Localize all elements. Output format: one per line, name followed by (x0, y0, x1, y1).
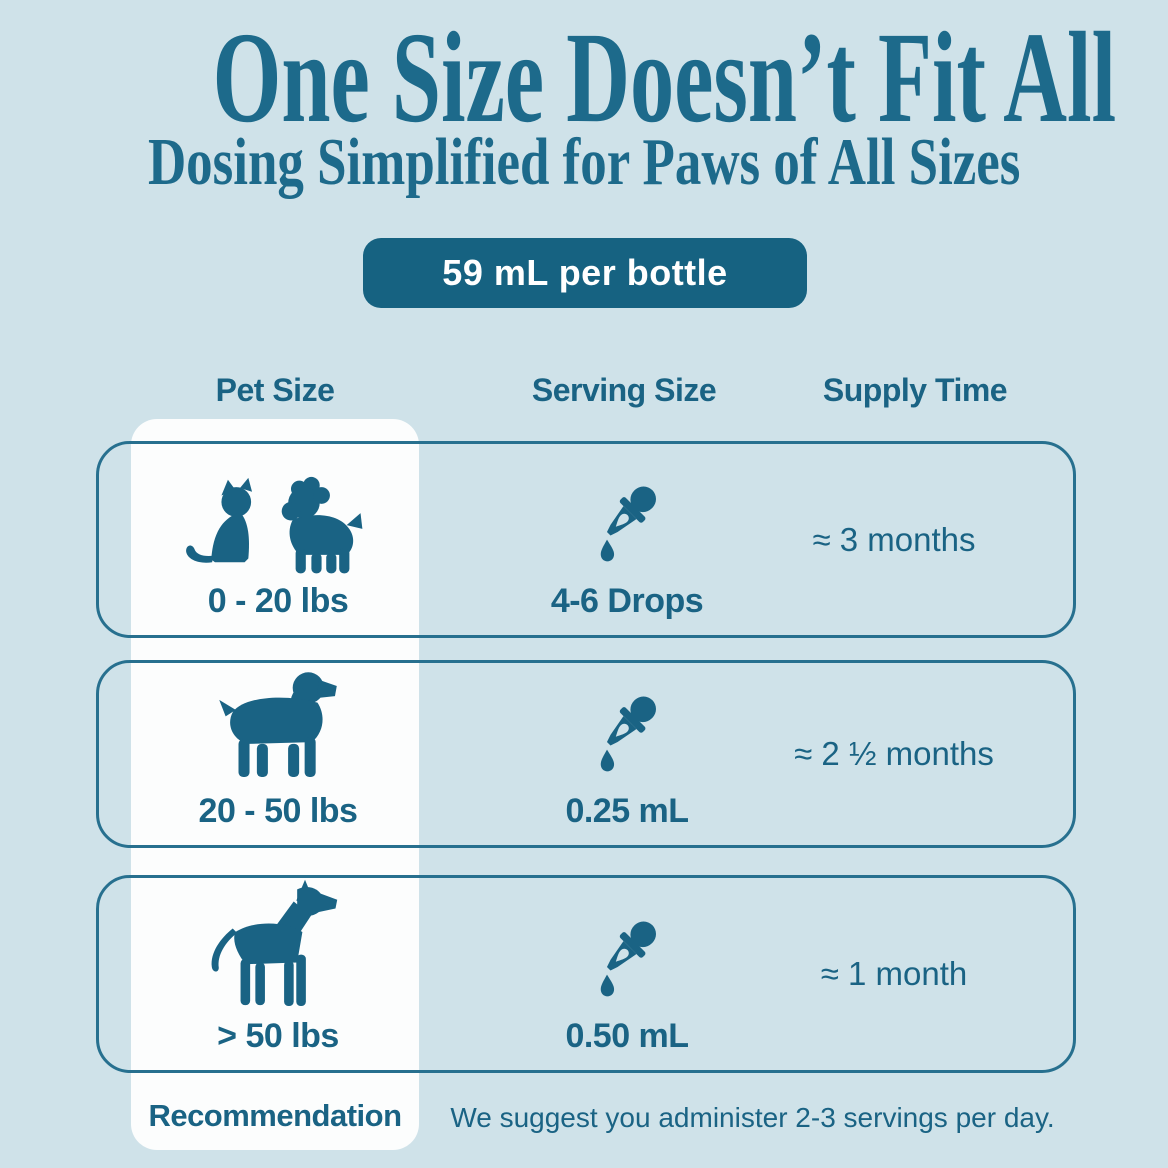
pet-size-label: 0 - 20 lbs (207, 582, 349, 620)
page-subtitle-wrap: Dosing Simplified for Paws of All Sizes (0, 125, 1168, 200)
supply-time-label: ≈ 1 month (820, 955, 968, 992)
cat-and-small-dog-icon (186, 476, 363, 574)
serving-size-cell: 0.25 mL (527, 663, 727, 845)
supply-time-cell: ≈ 1 month (749, 878, 1039, 1070)
supply-time-label: ≈ 3 months (812, 520, 976, 558)
recommendation-label: Recommendation (148, 1098, 402, 1133)
large-dog-icon (211, 879, 338, 1007)
serving-size-cell: 4-6 Drops (527, 444, 727, 635)
column-header-pet-size: Pet Size (215, 372, 335, 408)
page-title: One Size Doesn’t Fit All (212, 6, 1117, 150)
serving-size-label: 0.50 mL (565, 1017, 689, 1055)
medium-dog-icon (219, 672, 337, 777)
page-title-wrap: One Size Doesn’t Fit All (0, 10, 1168, 147)
dropper-icon (600, 921, 656, 997)
supply-time-cell: ≈ 2 ½ months (749, 663, 1039, 845)
pet-size-column-panel (131, 419, 419, 1150)
column-header-serving-size: Serving Size (531, 372, 717, 408)
pet-size-label: > 50 lbs (217, 1017, 339, 1055)
pet-size-cell: 20 - 50 lbs (134, 663, 422, 845)
column-header-supply-time: Supply Time (822, 372, 1008, 408)
page-subtitle: Dosing Simplified for Paws of All Sizes (147, 125, 1021, 199)
pet-size-cell: > 50 lbs (134, 878, 422, 1070)
dosing-row-medium-pets: 20 - 50 lbs 0.25 mL ≈ 2 ½ months (96, 660, 1076, 848)
serving-size-cell: 0.50 mL (527, 878, 727, 1070)
bottle-volume-label: 59 mL per bottle (442, 252, 728, 293)
serving-frequency-note: We suggest you administer 2-3 servings p… (450, 1102, 1055, 1133)
supply-time-label: ≈ 2 ½ months (794, 735, 994, 772)
dropper-icon (600, 486, 656, 562)
serving-size-label: 0.25 mL (565, 792, 689, 830)
supply-time-cell: ≈ 3 months (749, 444, 1039, 635)
serving-size-label: 4-6 Drops (550, 582, 704, 620)
bottle-volume-badge: 59 mL per bottle (363, 238, 807, 308)
pet-size-cell: 0 - 20 lbs (134, 444, 422, 635)
dropper-icon (600, 696, 656, 772)
dosing-row-large-pets: > 50 lbs 0.50 mL ≈ 1 month (96, 875, 1076, 1073)
pet-size-label: 20 - 50 lbs (198, 792, 358, 830)
dosing-row-small-pets: 0 - 20 lbs 4-6 Drops ≈ 3 months (96, 441, 1076, 638)
